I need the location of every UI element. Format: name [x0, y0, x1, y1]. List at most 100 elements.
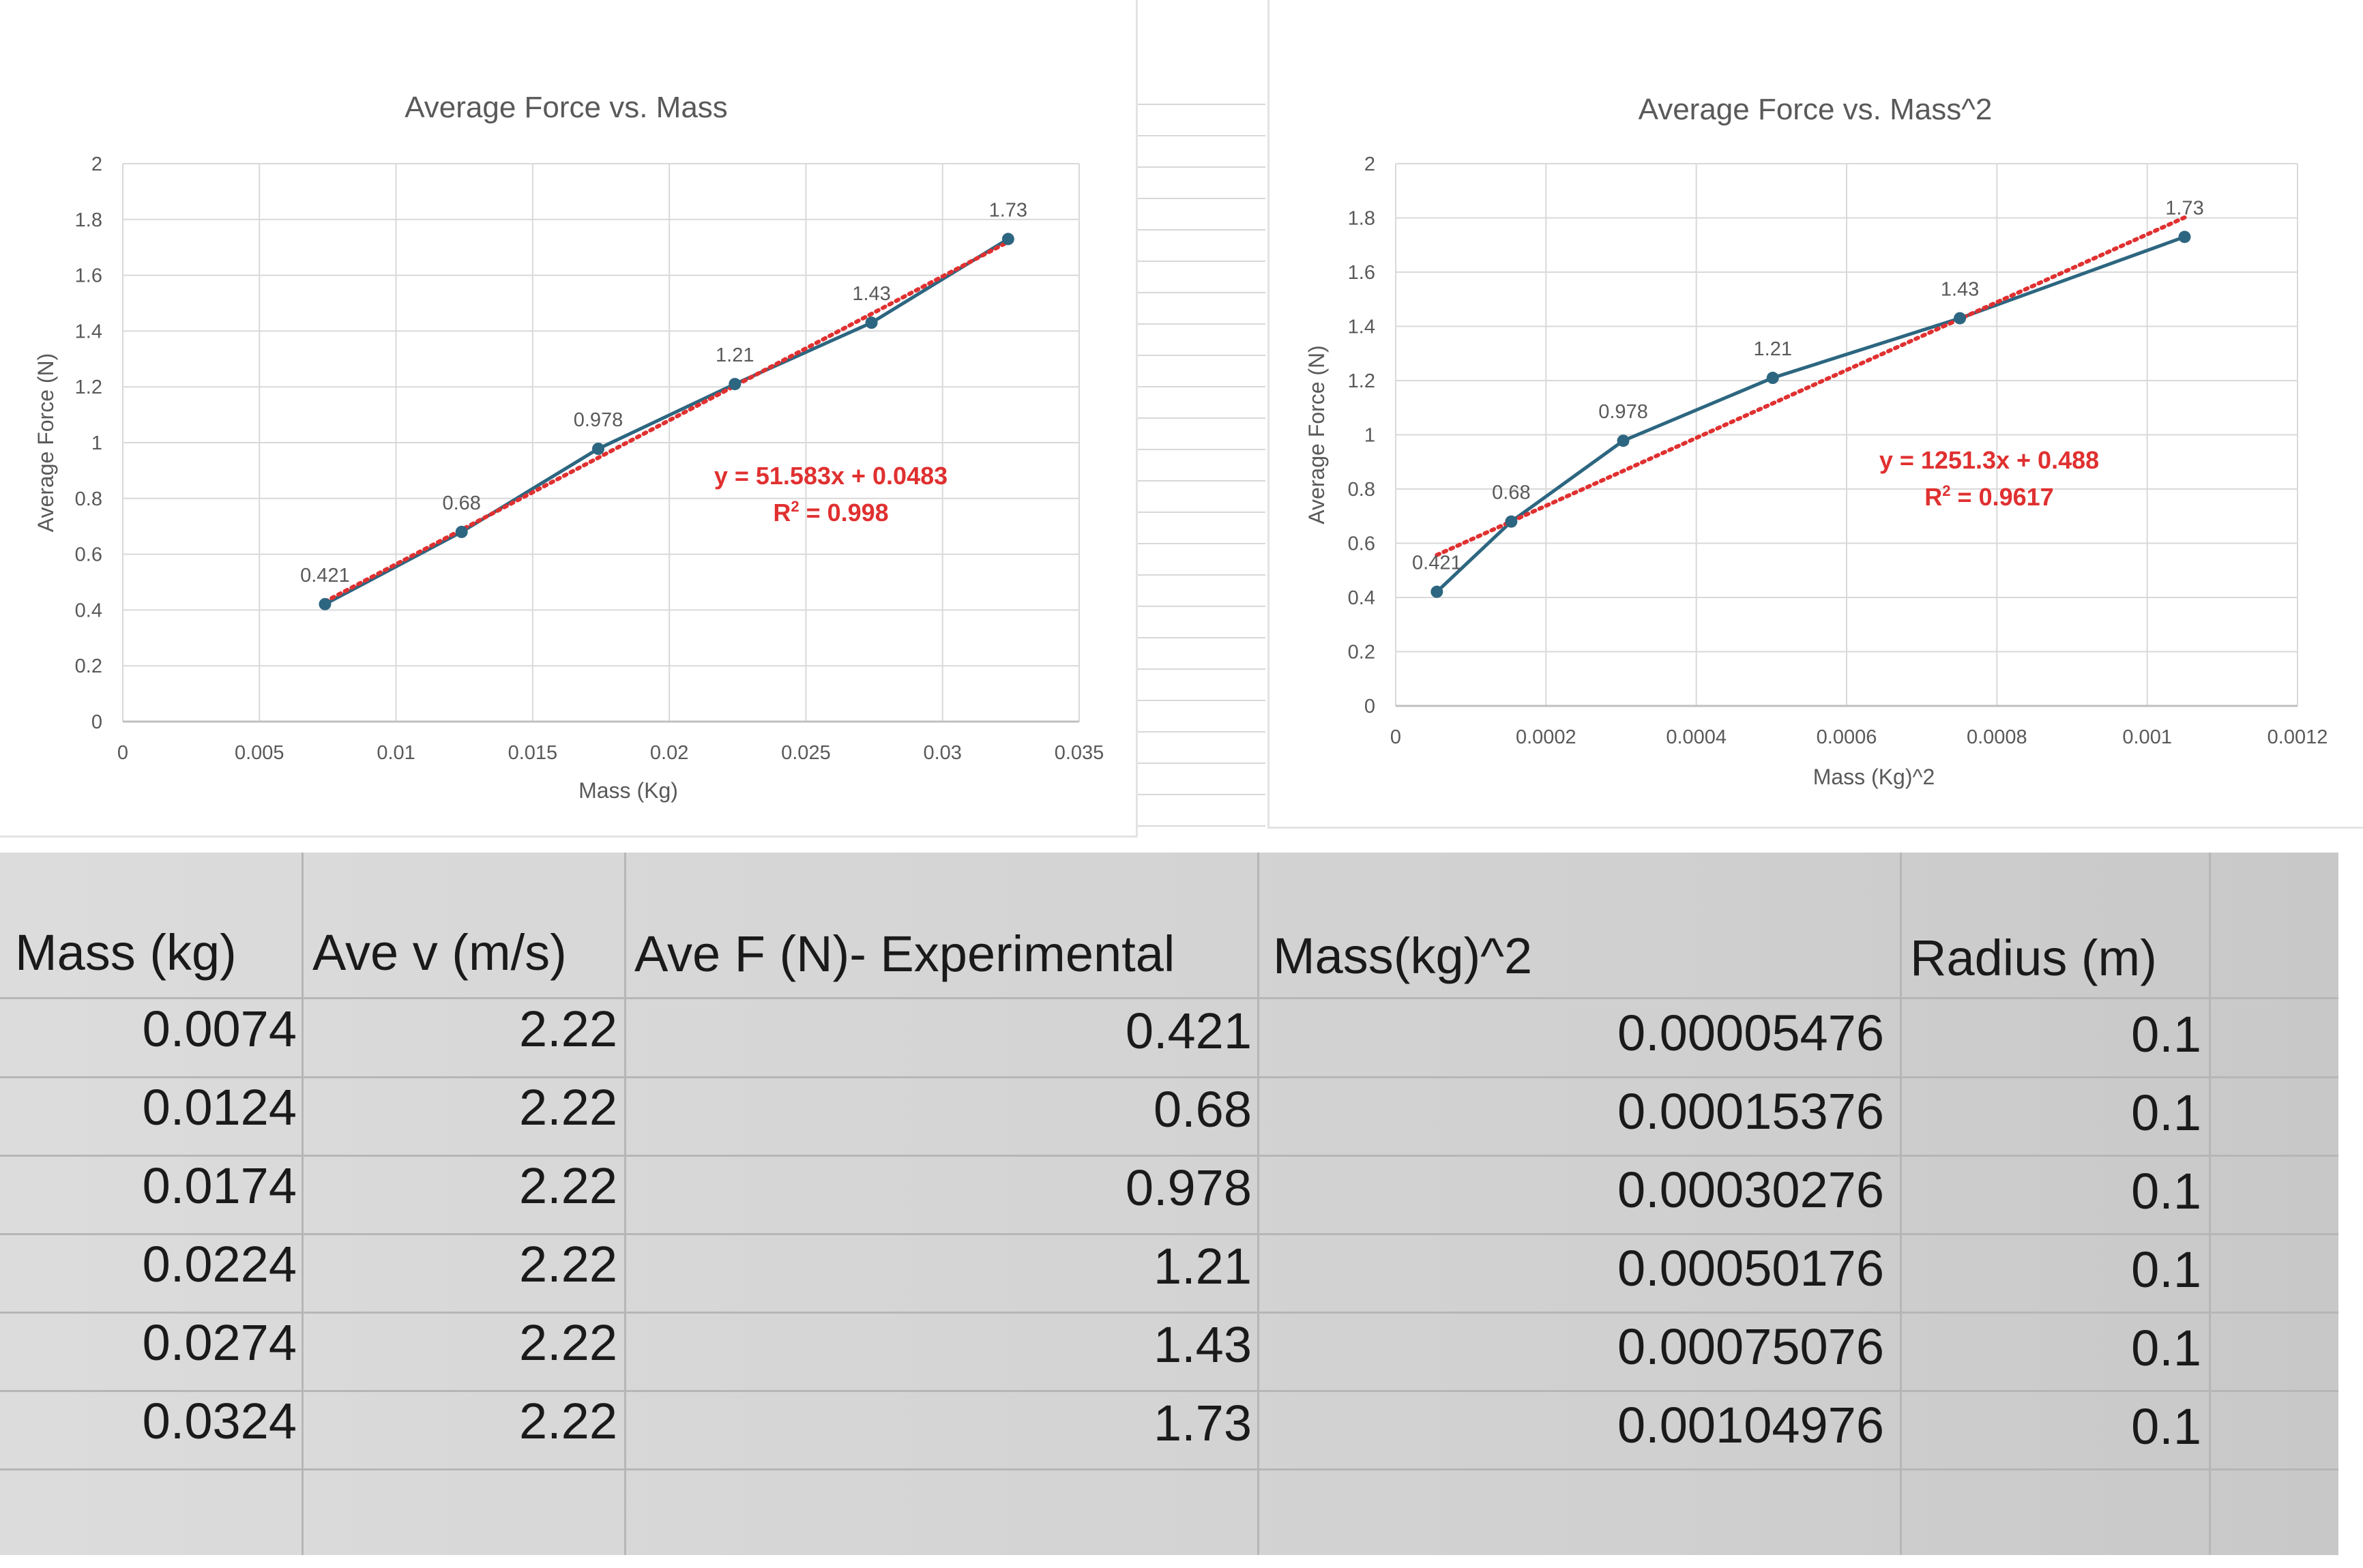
gap-gridline — [1138, 355, 1265, 356]
gap-gridline — [1138, 261, 1265, 262]
col-divider — [1257, 853, 1259, 1555]
gap-gridline — [1138, 135, 1265, 136]
gap-gridline — [1138, 292, 1265, 293]
data-point — [2178, 231, 2191, 243]
gap-gridline — [1138, 417, 1265, 419]
data-label: 1.73 — [2165, 197, 2203, 219]
header-radius: Radius (m) — [1910, 930, 2157, 986]
header-mass-squared: Mass(kg)^2 — [1273, 928, 1533, 984]
x-axis-title: Mass (Kg)^2 — [1813, 765, 1935, 789]
cell-velocity: 2.22 — [518, 1393, 617, 1449]
cell-radius: 0.1 — [2131, 1241, 2201, 1298]
x-tick-label: 0.0002 — [1516, 726, 1576, 748]
x-tick-label: 0.02 — [650, 742, 688, 764]
y-tick-label: 0.2 — [75, 655, 102, 677]
data-point — [1505, 515, 1518, 528]
cell-velocity: 2.22 — [518, 1001, 617, 1057]
x-tick-label: 0.025 — [781, 742, 831, 764]
cell-velocity: 2.22 — [518, 1236, 617, 1292]
cell-mass-squared: 0.00015376 — [1617, 1083, 1884, 1140]
row-divider — [0, 1312, 2338, 1314]
r2-prefix: R — [1924, 483, 1942, 511]
cell-force: 0.68 — [1153, 1081, 1252, 1138]
row-divider — [0, 997, 2338, 999]
data-label: 1.43 — [852, 283, 890, 305]
data-label: 0.68 — [1492, 482, 1530, 504]
cell-mass: 0.0174 — [142, 1157, 297, 1214]
data-point — [319, 597, 332, 610]
data-label: 1.21 — [1754, 338, 1792, 360]
cell-mass: 0.0274 — [142, 1314, 297, 1371]
r2-superscript: 2 — [791, 498, 799, 515]
cell-mass: 0.0124 — [142, 1079, 297, 1136]
chart-title: Average Force vs. Mass — [405, 91, 728, 124]
data-point — [1617, 434, 1630, 447]
x-tick-label: 0.0004 — [1666, 726, 1727, 748]
cell-force: 0.421 — [1125, 1003, 1252, 1059]
gap-gridline — [1138, 449, 1265, 450]
x-tick-label: 0.03 — [923, 742, 961, 764]
gap-gridline — [1138, 574, 1265, 576]
cell-radius: 0.1 — [2131, 1084, 2201, 1141]
data-label: 1.21 — [716, 344, 754, 366]
cell-mass-squared: 0.00030276 — [1617, 1162, 1884, 1218]
gap-gridline — [1138, 543, 1265, 544]
gap-gridline — [1138, 386, 1265, 387]
y-tick-label: 0.6 — [75, 544, 102, 566]
data-label: 0.978 — [1598, 401, 1648, 423]
cell-mass: 0.0324 — [142, 1393, 297, 1449]
chart-force-vs-mass-squared[interactable]: 0 0.0002 0.0004 0.0006 0.0008 0.001 0.0012 0 0.2… — [1267, 0, 2363, 829]
r2-value: = 0.9617 — [1951, 483, 2054, 511]
y-tick-label: 1.4 — [1348, 316, 1375, 338]
data-point — [1430, 585, 1443, 598]
spreadsheet-gap — [1138, 68, 1265, 839]
x-tick-label: 0.01 — [377, 742, 415, 764]
cell-mass: 0.0074 — [142, 1001, 297, 1057]
y-tick-label: 1.4 — [75, 321, 102, 342]
gap-gridline — [1138, 323, 1265, 325]
x-tick-label: 0.035 — [1055, 742, 1104, 764]
y-tick-label: 1.6 — [1348, 262, 1375, 284]
data-label: 0.68 — [442, 492, 480, 514]
row-divider — [0, 1155, 2338, 1157]
cell-radius: 0.1 — [2131, 1320, 2201, 1376]
cell-radius: 0.1 — [2131, 1163, 2201, 1219]
cell-velocity: 2.22 — [518, 1157, 617, 1214]
x-tick-label: 0 — [117, 742, 128, 764]
data-label: 1.73 — [989, 199, 1027, 221]
col-divider — [1900, 853, 1902, 1555]
data-label: 0.421 — [1412, 552, 1462, 574]
cell-mass-squared: 0.00050176 — [1617, 1240, 1884, 1297]
data-point — [729, 378, 742, 391]
y-tick-label: 0 — [91, 711, 102, 733]
trendline — [323, 239, 1010, 604]
trendline-equation: y = 1251.3x + 0.488 — [1879, 446, 2099, 474]
gap-gridline — [1138, 668, 1265, 670]
col-divider — [624, 853, 626, 1555]
x-tick-label: 0.0008 — [1967, 726, 2027, 748]
gap-gridline — [1138, 104, 1265, 105]
chart-title: Average Force vs. Mass^2 — [1639, 93, 1993, 126]
cell-force: 0.978 — [1125, 1159, 1252, 1216]
trendline-r-squared: R2 = 0.998 — [773, 498, 888, 527]
row-divider — [0, 1390, 2338, 1392]
y-tick-label: 1.6 — [75, 265, 102, 287]
y-tick-label: 0 — [1364, 696, 1375, 718]
r2-value: = 0.998 — [799, 499, 889, 527]
chart-force-vs-mass[interactable]: 0 0.005 0.01 0.015 0.02 0.025 0.03 0.035 0 0.2 0.4… — [0, 0, 1138, 838]
series-line — [1435, 235, 2186, 593]
y-tick-label: 1.2 — [75, 376, 102, 398]
data-label: 0.421 — [300, 565, 350, 587]
y-tick-label: 2 — [1364, 153, 1375, 175]
gap-gridline — [1138, 198, 1265, 199]
gap-gridline — [1138, 731, 1265, 733]
row-divider — [0, 1233, 2338, 1235]
gap-gridline — [1138, 480, 1265, 482]
y-axis-title: Average Force (N) — [1304, 345, 1329, 524]
gap-gridline — [1138, 512, 1265, 513]
y-tick-label: 0.4 — [75, 600, 102, 621]
gap-gridline — [1138, 229, 1265, 231]
gap-gridline — [1138, 637, 1265, 638]
header-force: Ave F (N)- Experimental — [634, 926, 1175, 982]
row-divider — [0, 1468, 2338, 1470]
